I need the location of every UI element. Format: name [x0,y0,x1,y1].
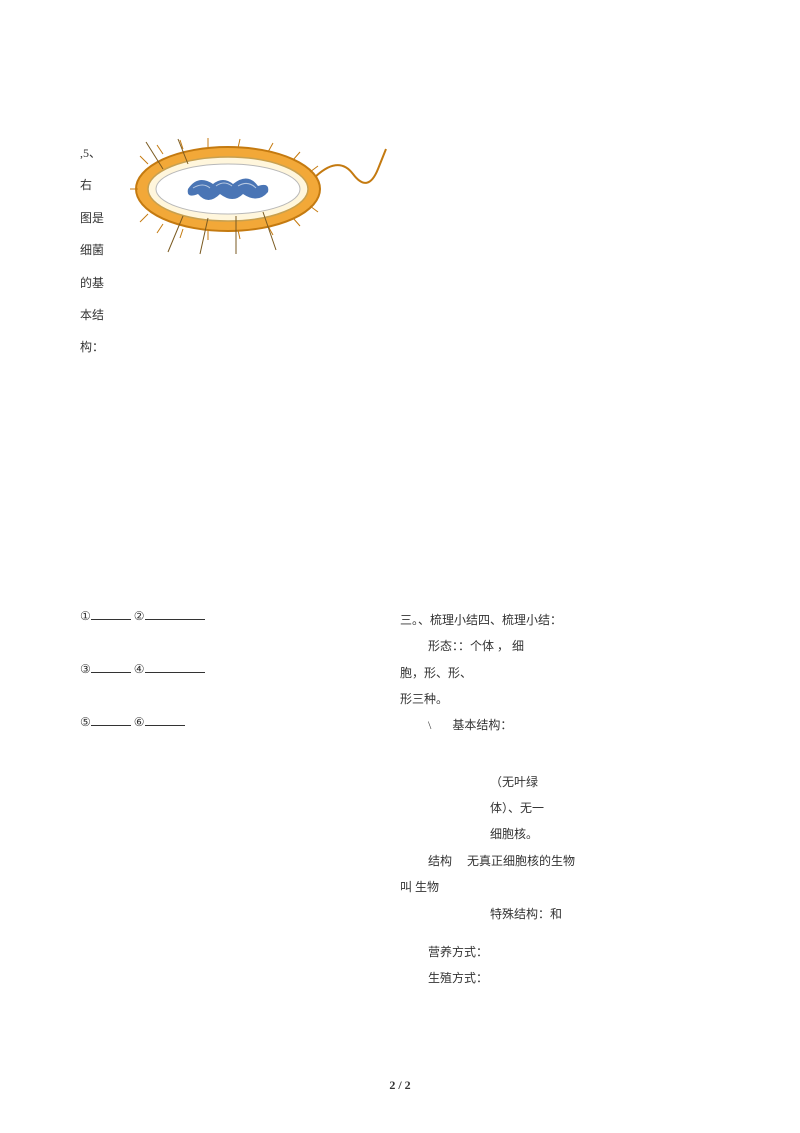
summary-line5: （无叶绿 [400,769,720,795]
summary-line7: 细胞核。 [400,821,720,847]
summary-line4b: 基本结构： [452,718,512,732]
summary-line4: \ 基本结构： [400,712,720,738]
marker-6: ⑥ [134,715,145,729]
marker-2: ② [134,609,145,623]
bacteria-diagram [128,134,388,268]
summary-column: 三。、梳理小结四、梳理小结： 形态：：个体 ， 细 胞，形、形、 形三种。 \ … [380,607,720,992]
intro-l2: 右 [80,172,120,198]
summary-line4a: \ [428,718,431,732]
intro-l4: 细菌 [80,237,120,263]
blank-6 [145,713,185,726]
marker-1: ① [80,609,91,623]
summary-line3: 形三种。 [400,686,720,712]
blank-1 [91,607,131,620]
blank-row-1: ① ② [80,607,380,624]
blank-row-2: ③ ④ [80,660,380,677]
intro-text-column: ,5、 右 图是 细菌 的基 本结 构： [80,140,120,367]
summary-line8: 结构 无真正细胞核的生物 [400,848,720,874]
summary-line2: 胞，形、形、 [400,660,720,686]
summary-line1: 形态：：个体 ， 细 [400,633,720,659]
blank-2 [145,607,205,620]
intro-l3: 图是 [80,205,120,231]
marker-4: ④ [134,662,145,676]
intro-l6: 本结 [80,302,120,328]
page-number: 2 / 2 [0,1078,800,1093]
blank-5 [91,713,131,726]
bacteria-svg [128,134,388,264]
summary-title: 三。、梳理小结四、梳理小结： [400,607,720,633]
blank-row-3: ⑤ ⑥ [80,713,380,730]
intro-l5: 的基 [80,270,120,296]
summary-line8b: 无真正细胞核的生物 [467,854,575,868]
summary-line12: 生殖方式： [400,965,720,991]
blank-4 [145,660,205,673]
flagellum [313,149,386,183]
summary-line11: 营养方式： [400,939,720,965]
summary-line9: 叫 生物 [400,874,720,900]
summary-line6: 体）、无一 [400,795,720,821]
summary-line8a: 结构 [428,854,452,868]
marker-3: ③ [80,662,91,676]
blank-3 [91,660,131,673]
marker-5: ⑤ [80,715,91,729]
blanks-column: ① ② ③ ④ ⑤ ⑥ [80,607,380,992]
intro-l1: ,5、 [80,140,120,166]
intro-l7: 构： [80,334,120,360]
summary-line10: 特殊结构：和 [400,901,720,927]
